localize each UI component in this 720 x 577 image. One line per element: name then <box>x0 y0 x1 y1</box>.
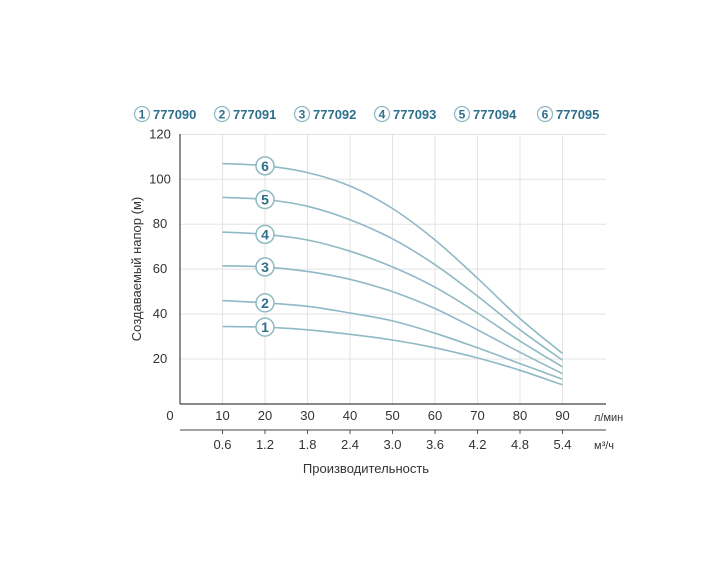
x-tick-label: 40 <box>343 408 357 423</box>
legend-item-3: 3 777092 <box>293 105 356 123</box>
legend-marker <box>536 105 554 123</box>
x-tick-label: 70 <box>470 408 484 423</box>
series-line-5 <box>222 196 563 361</box>
legend-item-1: 1 777090 <box>133 105 196 123</box>
legend-marker <box>453 105 471 123</box>
x2-tick-label: 3.0 <box>383 437 401 452</box>
curve-label-number: 3 <box>261 259 269 275</box>
series-line-1 <box>222 325 563 386</box>
x2-tick-label: 3.6 <box>426 437 444 452</box>
legend: 1 777090 2 777091 3 777092 4 777093 5 777094 6 7770… <box>133 105 599 123</box>
legend-marker <box>373 105 391 123</box>
x2-tick-label: 2.4 <box>341 437 359 452</box>
y-tick-label: 100 <box>149 171 171 186</box>
y-tick-label: 80 <box>153 216 167 231</box>
x-tick-label: 30 <box>300 408 314 423</box>
legend-item-4: 4 777093 <box>373 105 436 123</box>
x2-tick-label: 1.8 <box>298 437 316 452</box>
curve-label-number: 2 <box>261 295 269 311</box>
curve-label-circle <box>255 257 275 277</box>
grid <box>180 133 606 404</box>
x2-tick-label: 5.4 <box>553 437 571 452</box>
curve-label-1: 1 <box>255 317 275 337</box>
y-tick-label: 40 <box>153 306 167 321</box>
x2-tick-label: 1.2 <box>256 437 274 452</box>
curve-label-3: 3 <box>255 257 275 277</box>
x-tick-label: 50 <box>385 408 399 423</box>
y-axis-title: Создаваемый напор (м) <box>129 197 144 341</box>
legend-marker <box>133 105 151 123</box>
x-tick-label: 90 <box>555 408 569 423</box>
series-line-3 <box>222 265 563 375</box>
y-tick-label: 120 <box>149 126 171 141</box>
legend-item-2: 2 777091 <box>213 105 276 123</box>
y-tick-label: 20 <box>153 351 167 366</box>
series-line-6 <box>222 162 564 355</box>
x2-tick-label: 4.2 <box>468 437 486 452</box>
legend-item-6: 6 777095 <box>536 105 599 123</box>
x-axis-unit: л/мин <box>594 412 623 424</box>
x-origin-label: 0 <box>166 408 173 423</box>
curve-label-circle <box>255 189 275 210</box>
series-line-4 <box>222 231 563 368</box>
legend-marker <box>213 105 231 123</box>
legend-label: 777090 <box>153 107 196 122</box>
curve-label-number: 4 <box>261 226 269 242</box>
legend-marker <box>293 105 311 123</box>
series-line-2 <box>222 299 563 381</box>
curve-label-number: 1 <box>261 319 269 335</box>
x2-tick-label: 4.8 <box>511 437 529 452</box>
legend-label: 777093 <box>393 107 436 122</box>
curves: 1 2 3 4 5 6 <box>222 156 564 386</box>
legend-number: 1 <box>139 108 146 122</box>
curve-label-circle <box>255 293 275 313</box>
curve-label-circle <box>255 224 275 245</box>
curve-label-4: 4 <box>255 224 275 245</box>
curve-label-5: 5 <box>255 189 275 210</box>
curve-label-6: 6 <box>255 156 275 176</box>
legend-number: 2 <box>219 108 226 122</box>
x-tick-label: 20 <box>258 408 272 423</box>
x-tick-label: 60 <box>428 408 442 423</box>
legend-item-5: 5 777094 <box>453 105 517 123</box>
legend-number: 6 <box>542 108 549 122</box>
tick-labels: 20406080100120100.6201.2301.8402.4503.06… <box>149 126 571 452</box>
axes <box>179 134 606 434</box>
legend-label: 777092 <box>313 107 356 122</box>
curve-label-circle <box>255 156 275 176</box>
y-tick-label: 60 <box>153 261 167 276</box>
x2-tick-label: 0.6 <box>213 437 231 452</box>
legend-number: 3 <box>299 108 306 122</box>
curve-label-circle <box>255 317 275 337</box>
curve-label-number: 6 <box>261 158 269 174</box>
x2-axis-unit: м³/ч <box>594 440 614 452</box>
legend-label: 777094 <box>473 107 517 122</box>
legend-label: 777091 <box>233 107 276 122</box>
legend-number: 4 <box>379 108 386 122</box>
x-axis-title: Производительность <box>303 461 429 476</box>
curve-label-2: 2 <box>255 293 275 313</box>
legend-number: 5 <box>459 108 466 122</box>
x-tick-label: 80 <box>513 408 527 423</box>
x-tick-label: 10 <box>215 408 229 423</box>
legend-label: 777095 <box>556 107 599 122</box>
curve-label-number: 5 <box>261 192 269 208</box>
